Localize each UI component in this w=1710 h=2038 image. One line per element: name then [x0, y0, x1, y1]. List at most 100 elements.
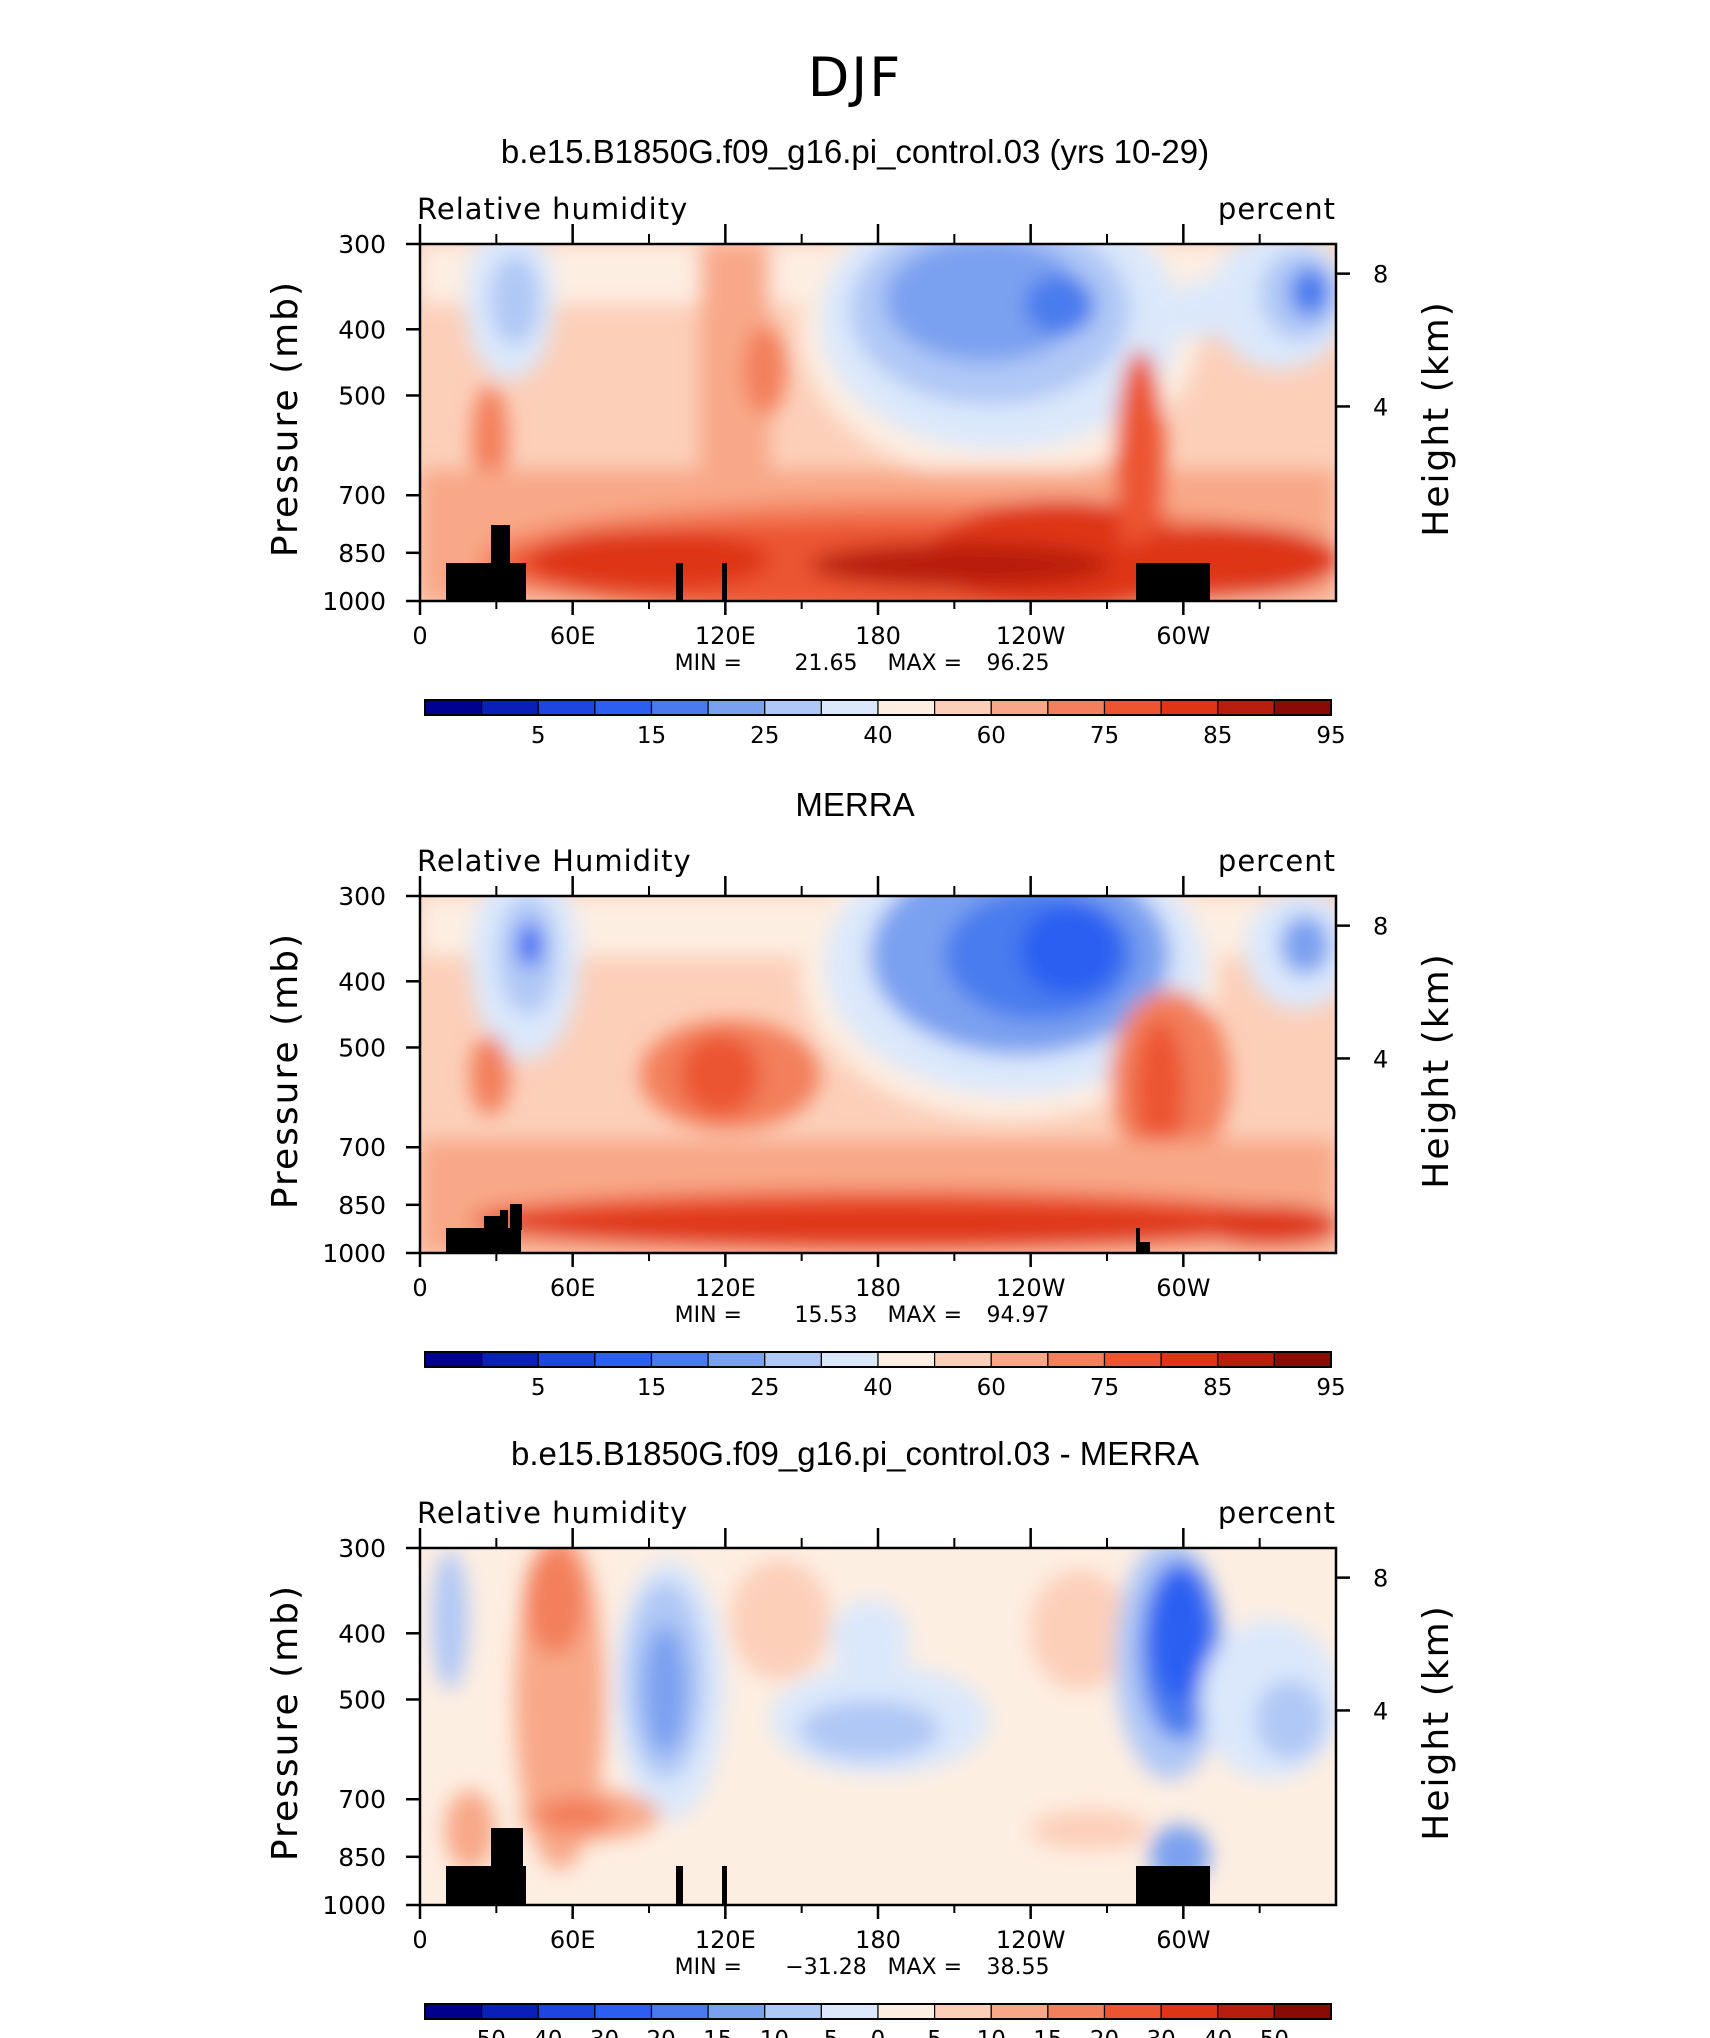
- x-tick-label: 60W: [1156, 1926, 1210, 1954]
- colorbar-box: [1273, 699, 1332, 716]
- colorbar-box: [1217, 2003, 1275, 2020]
- page-title: DJF: [807, 46, 903, 109]
- panel-title: b.e15.B1850G.f09_g16.pi_control.03 (yrs …: [500, 133, 1210, 170]
- colorbar-box: [594, 1351, 653, 1368]
- colorbar-box: [1103, 2003, 1162, 2020]
- y-tick-label: 1000: [322, 1239, 386, 1268]
- y2-axis-title: Height (km): [1416, 1604, 1457, 1840]
- y-tick-label: 1000: [322, 1891, 386, 1920]
- colorbar-label: 10: [977, 2027, 1006, 2038]
- y-tick-label: 400: [338, 967, 386, 996]
- colorbar-box: [764, 2003, 822, 2020]
- x-tick-label: 180: [855, 1926, 901, 1954]
- colorbar-label: 5: [531, 723, 546, 749]
- x-tick-label: 120W: [996, 622, 1066, 650]
- y-tick-label: 850: [338, 1843, 386, 1872]
- y2-tick-label: 4: [1373, 1697, 1388, 1725]
- contour-field: [420, 896, 1336, 1253]
- panel-title: b.e15.B1850G.f09_g16.pi_control.03 - MER…: [511, 1435, 1199, 1472]
- colorbar-box: [650, 1351, 709, 1368]
- colorbar-label: 0: [871, 2027, 886, 2038]
- x-tick-label: 180: [855, 622, 901, 650]
- y2-tick-label: 8: [1373, 1565, 1388, 1593]
- colorbar-label: 5: [531, 1375, 546, 1401]
- x-tick-label: 60W: [1156, 622, 1210, 650]
- colorbar-label: 50: [1260, 2027, 1289, 2038]
- y-tick-label: 300: [338, 230, 386, 259]
- y-axis-title: Pressure (mb): [265, 280, 306, 557]
- x-tick-label: 120E: [695, 1274, 756, 1302]
- colorbar-label: 60: [977, 723, 1006, 749]
- colorbar-label: −50: [457, 2027, 506, 2038]
- y-tick-label: 700: [338, 1133, 386, 1162]
- colorbar-label: 85: [1203, 1375, 1232, 1401]
- colorbar-label: −30: [571, 2027, 620, 2038]
- colorbar-box: [764, 699, 822, 716]
- max-label: MAX =: [887, 1303, 962, 1328]
- y-axis-title: Pressure (mb): [265, 932, 306, 1209]
- x-tick-label: 120W: [996, 1926, 1066, 1954]
- x-tick-label: 180: [855, 1274, 901, 1302]
- colorbar-box: [707, 1351, 766, 1368]
- units-label: percent: [1218, 192, 1336, 226]
- colorbar-box: [820, 699, 879, 716]
- y-tick-label: 700: [338, 1785, 386, 1814]
- min-label: MIN =: [675, 651, 742, 676]
- y2-axis-title: Height (km): [1416, 300, 1457, 536]
- y-tick-label: 850: [338, 539, 386, 568]
- y-tick-label: 300: [338, 1534, 386, 1563]
- max-value: 38.55: [987, 1955, 1050, 1980]
- y-tick-label: 1000: [322, 587, 386, 616]
- min-value: −31.28: [785, 1955, 866, 1980]
- colorbar-label: −10: [740, 2027, 789, 2038]
- colorbar-box: [990, 2003, 1049, 2020]
- colorbar-box: [650, 2003, 709, 2020]
- x-tick-label: 120E: [695, 622, 756, 650]
- min-label: MIN =: [675, 1955, 742, 1980]
- min-value: 21.65: [795, 651, 858, 676]
- colorbar-box: [934, 2003, 992, 2020]
- x-tick-label: 120W: [996, 1274, 1066, 1302]
- y2-axis-title: Height (km): [1416, 952, 1457, 1188]
- y2-tick-label: 4: [1373, 1045, 1388, 1073]
- colorbar-box: [424, 1351, 483, 1368]
- x-tick-label: 120E: [695, 1926, 756, 1954]
- colorbar-box: [877, 699, 936, 716]
- colorbar-box: [537, 1351, 596, 1368]
- colorbar-box: [594, 699, 653, 716]
- y-tick-label: 700: [338, 481, 386, 510]
- colorbar-box: [877, 2003, 936, 2020]
- colorbar-box: [877, 1351, 936, 1368]
- y-tick-label: 400: [338, 315, 386, 344]
- variable-label: Relative Humidity: [417, 844, 692, 878]
- colorbar-label: 15: [637, 1375, 666, 1401]
- max-label: MAX =: [887, 1955, 962, 1980]
- max-value: 96.25: [987, 651, 1050, 676]
- colorbar-box: [424, 699, 483, 716]
- y-tick-label: 500: [338, 1685, 386, 1714]
- variable-label: Relative humidity: [417, 192, 688, 226]
- y-tick-label: 850: [338, 1191, 386, 1220]
- colorbar-box: [537, 2003, 596, 2020]
- colorbar-box: [1047, 2003, 1106, 2020]
- min-value: 15.53: [795, 1303, 858, 1328]
- colorbar-label: 40: [863, 1375, 892, 1401]
- colorbar-box: [1103, 699, 1162, 716]
- colorbar-box: [481, 699, 539, 716]
- colorbar-label: 95: [1316, 1375, 1345, 1401]
- colorbar-box: [537, 699, 596, 716]
- colorbar-label: 15: [1033, 2027, 1062, 2038]
- colorbar-label: 30: [1146, 2027, 1175, 2038]
- colorbar-box: [934, 1351, 992, 1368]
- x-tick-label: 60E: [550, 1274, 596, 1302]
- colorbar-box: [1103, 1351, 1162, 1368]
- colorbar-box: [594, 2003, 653, 2020]
- units-label: percent: [1218, 1496, 1336, 1530]
- colorbar-label: 60: [977, 1375, 1006, 1401]
- colorbar-label: 75: [1090, 1375, 1119, 1401]
- colorbar-label: 75: [1090, 723, 1119, 749]
- colorbar-label: 40: [863, 723, 892, 749]
- colorbar-label: −20: [627, 2027, 676, 2038]
- colorbar-label: 20: [1090, 2027, 1119, 2038]
- colorbar-box: [990, 1351, 1049, 1368]
